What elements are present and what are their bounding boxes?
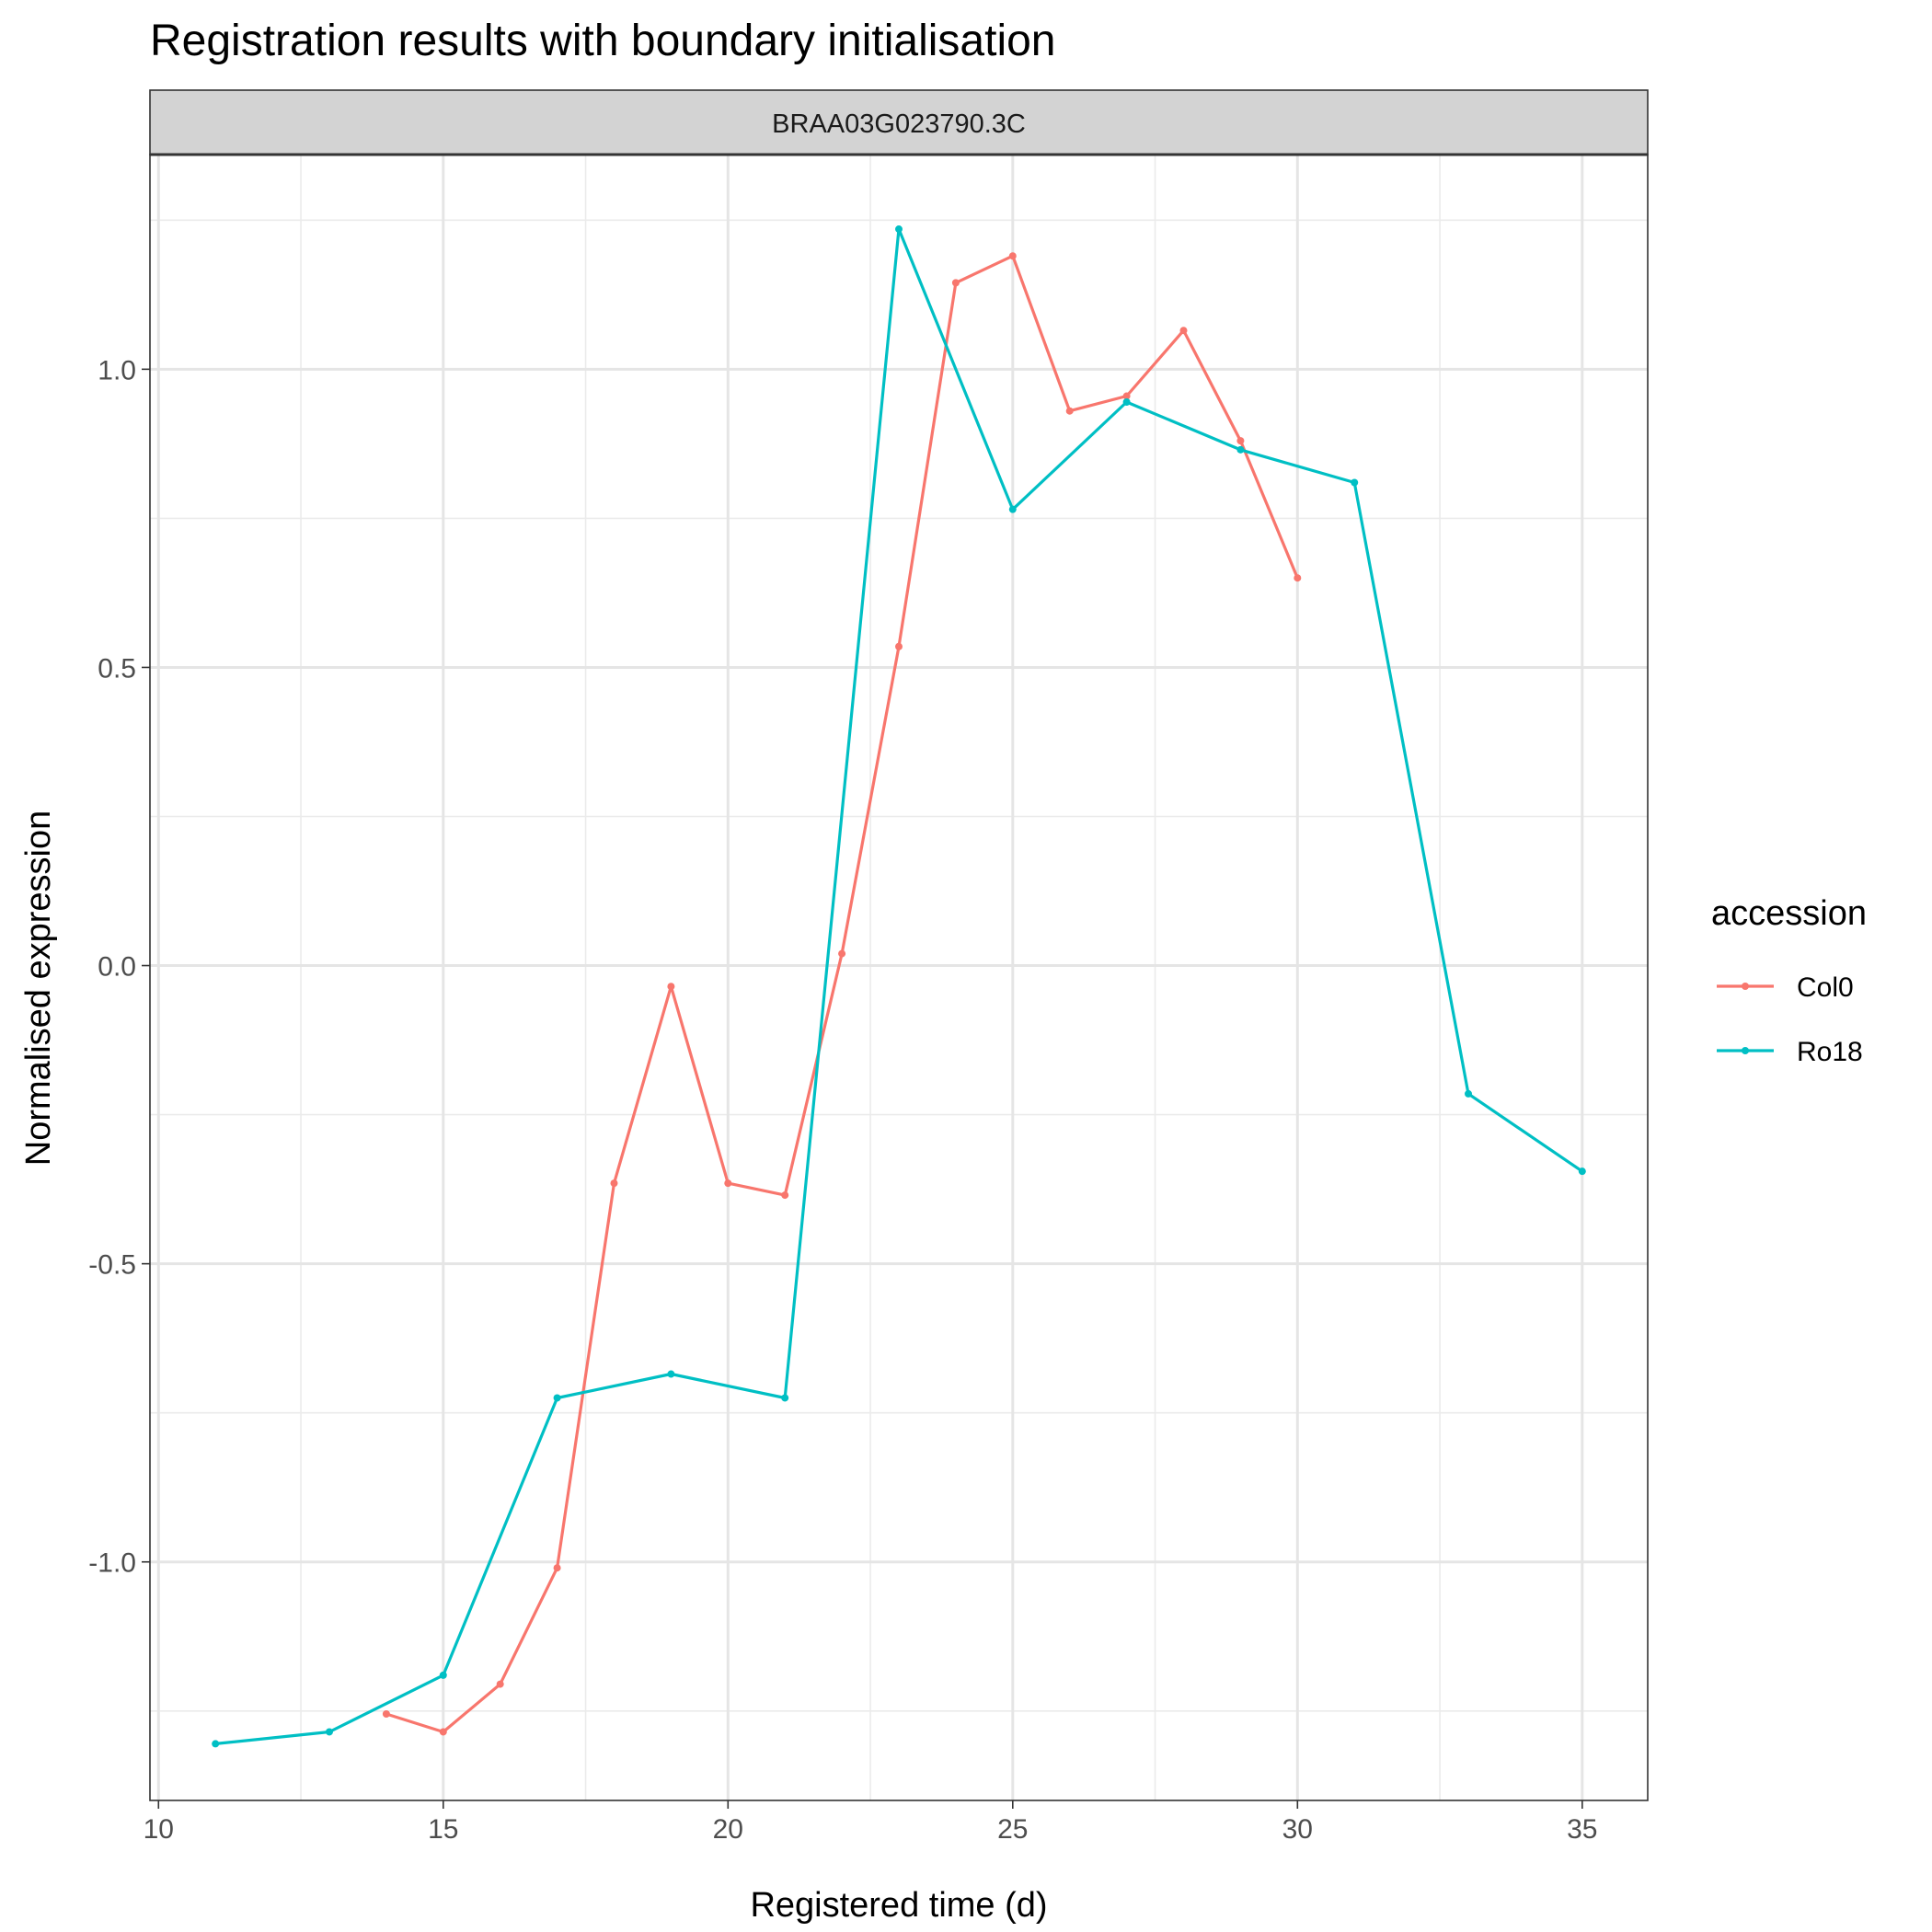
plot-panel (150, 155, 1648, 1800)
data-point (1294, 574, 1302, 582)
x-tick-label: 15 (428, 1814, 458, 1845)
x-tick-label: 30 (1282, 1814, 1313, 1845)
data-point (553, 1394, 561, 1402)
legend-label: Ro18 (1797, 1037, 1863, 1067)
data-point (1351, 478, 1359, 487)
facet-strip-background (149, 89, 1649, 155)
data-point (1236, 437, 1245, 445)
data-point (553, 1564, 561, 1572)
y-tick-label: 0.0 (98, 952, 136, 983)
x-tick-label: 10 (144, 1814, 174, 1845)
y-tick-label: -0.5 (88, 1250, 136, 1281)
data-point (781, 1191, 789, 1200)
data-point (1465, 1089, 1473, 1098)
data-point (1122, 392, 1131, 400)
data-point (667, 1370, 675, 1378)
gridlines (150, 155, 1648, 1800)
legend-key-point (1742, 1047, 1749, 1054)
y-axis-title: Normalised expression (19, 811, 58, 1167)
data-point (724, 1179, 732, 1188)
data-point (895, 642, 903, 650)
legend-item-col0: Col0 (1717, 972, 1854, 1003)
data-point (1122, 397, 1131, 406)
series-layer (212, 225, 1586, 1748)
legend-label: Col0 (1797, 972, 1854, 1003)
data-point (1236, 445, 1245, 454)
data-point (1065, 407, 1074, 415)
series-ro18 (212, 225, 1586, 1748)
legend-items: Col0 Ro18 (1717, 972, 1863, 1067)
legend: accession Col0 Ro18 (1711, 894, 1867, 1067)
data-point (838, 949, 846, 958)
data-point (1578, 1167, 1586, 1176)
data-point (667, 983, 675, 991)
data-point (439, 1728, 447, 1736)
x-tick-label: 25 (997, 1814, 1028, 1845)
legend-item-ro18: Ro18 (1717, 1037, 1863, 1067)
data-point (325, 1728, 333, 1736)
data-point (951, 279, 960, 287)
data-point (895, 225, 903, 234)
data-point (496, 1680, 504, 1688)
y-axis: -1.0 -0.5 0.0 0.5 1.0 (88, 355, 150, 1579)
x-axis-title: Registered time (d) (750, 1886, 1047, 1925)
data-point (610, 1179, 618, 1188)
x-tick-label: 35 (1567, 1814, 1597, 1845)
data-point (382, 1710, 390, 1719)
panel-background (150, 155, 1648, 1800)
x-axis: 10 15 20 25 30 35 (144, 1800, 1598, 1845)
y-tick-label: -1.0 (88, 1548, 136, 1579)
series-col0 (382, 252, 1302, 1736)
data-point (1008, 505, 1017, 513)
data-point (439, 1671, 447, 1679)
legend-title: accession (1711, 894, 1867, 933)
legend-key-point (1742, 983, 1749, 990)
x-tick-label: 20 (713, 1814, 743, 1845)
data-point (212, 1740, 220, 1748)
data-point (1179, 327, 1188, 335)
data-point (781, 1394, 789, 1402)
y-tick-label: 0.5 (98, 653, 136, 684)
facet-strip-label: BRAA03G023790.3C (772, 109, 1026, 139)
data-point (1008, 252, 1017, 260)
facet-strip: BRAA03G023790.3C (149, 89, 1649, 156)
chart-title: Registration results with boundary initi… (150, 17, 1056, 65)
y-tick-label: 1.0 (98, 355, 136, 385)
